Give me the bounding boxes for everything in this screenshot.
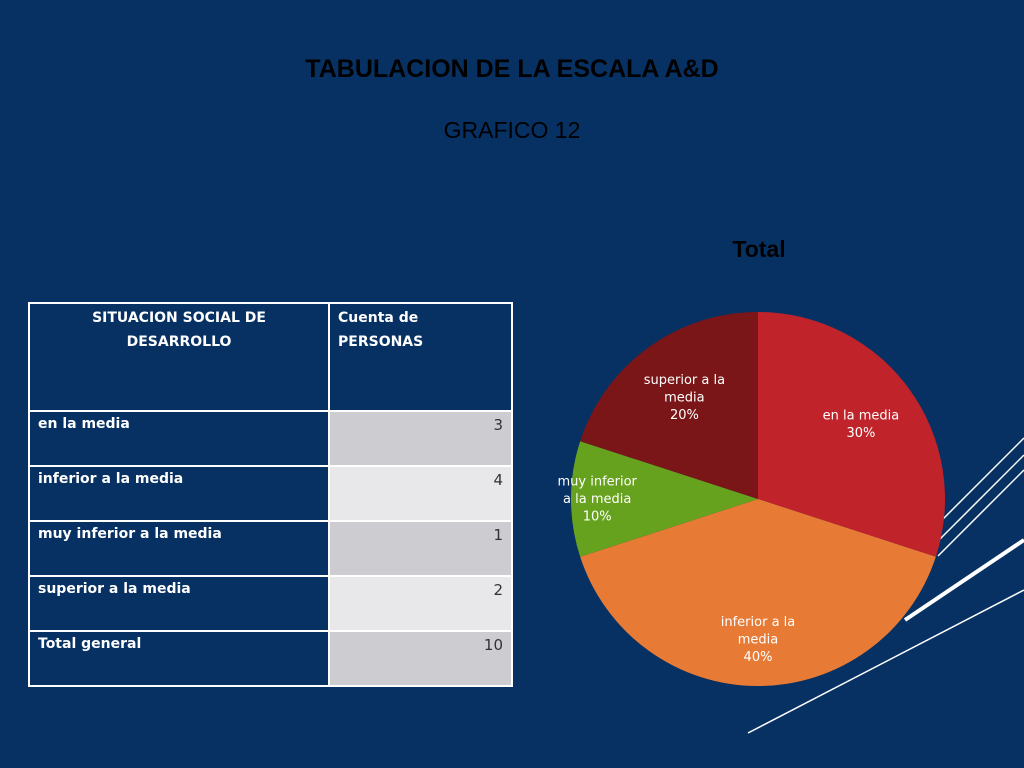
table-cell-value: 2	[328, 575, 513, 632]
decorative-line	[747, 589, 1024, 734]
decorative-line	[941, 437, 1024, 521]
pie-slice-muy-inferior-a-la-media	[570, 441, 758, 557]
table-cell-label: inferior a la media	[28, 465, 330, 522]
pie-slices	[570, 312, 946, 687]
table-cell-label: superior a la media	[28, 575, 330, 632]
table-cell-label: Total general	[28, 630, 330, 687]
table-cell-value: 3	[328, 410, 513, 467]
table-row: en la media 3	[28, 410, 513, 467]
table-cell-label: muy inferior a la media	[28, 520, 330, 577]
table-cell-value: 4	[328, 465, 513, 522]
pie-data-label: superior a la media 20%	[644, 373, 725, 423]
table-row: muy inferior a la media 1	[28, 520, 513, 577]
pie-slice-inferior-a-la-media	[580, 499, 936, 687]
decorative-line	[937, 469, 1024, 557]
table-cell-value: 10	[328, 630, 513, 687]
table-header-category: SITUACION SOCIAL DE DESARROLLO	[28, 302, 330, 412]
decorative-line	[903, 538, 1024, 622]
table-header-row: SITUACION SOCIAL DE DESARROLLO Cuenta de…	[28, 302, 513, 412]
table-cell-label: en la media	[28, 410, 330, 467]
chart-title: Total	[732, 236, 786, 262]
table-row-total: Total general 10	[28, 630, 513, 687]
pie-labels: en la media 30% inferior a la media 40% muy i…	[557, 373, 899, 665]
decorative-lines	[747, 437, 1024, 734]
pie-data-label: inferior a la media 40%	[721, 615, 796, 665]
table-header-count: Cuenta de PERSONAS	[328, 302, 513, 412]
slide-subtitle: GRAFICO 12	[443, 117, 581, 143]
slide-title: TABULACION DE LA ESCALA A&D	[305, 55, 719, 83]
table-cell-value: 1	[328, 520, 513, 577]
table-row: inferior a la media 4	[28, 465, 513, 522]
pie-data-label: muy inferior a la media 10%	[557, 475, 637, 525]
data-table: SITUACION SOCIAL DE DESARROLLO Cuenta de…	[28, 302, 513, 687]
decorative-line	[939, 454, 1024, 540]
pie-slice-en-la-media	[758, 312, 946, 557]
pie-slice-superior-a-la-media	[580, 312, 758, 499]
table-row: superior a la media 2	[28, 575, 513, 632]
pie-data-label: en la media 30%	[823, 409, 900, 442]
